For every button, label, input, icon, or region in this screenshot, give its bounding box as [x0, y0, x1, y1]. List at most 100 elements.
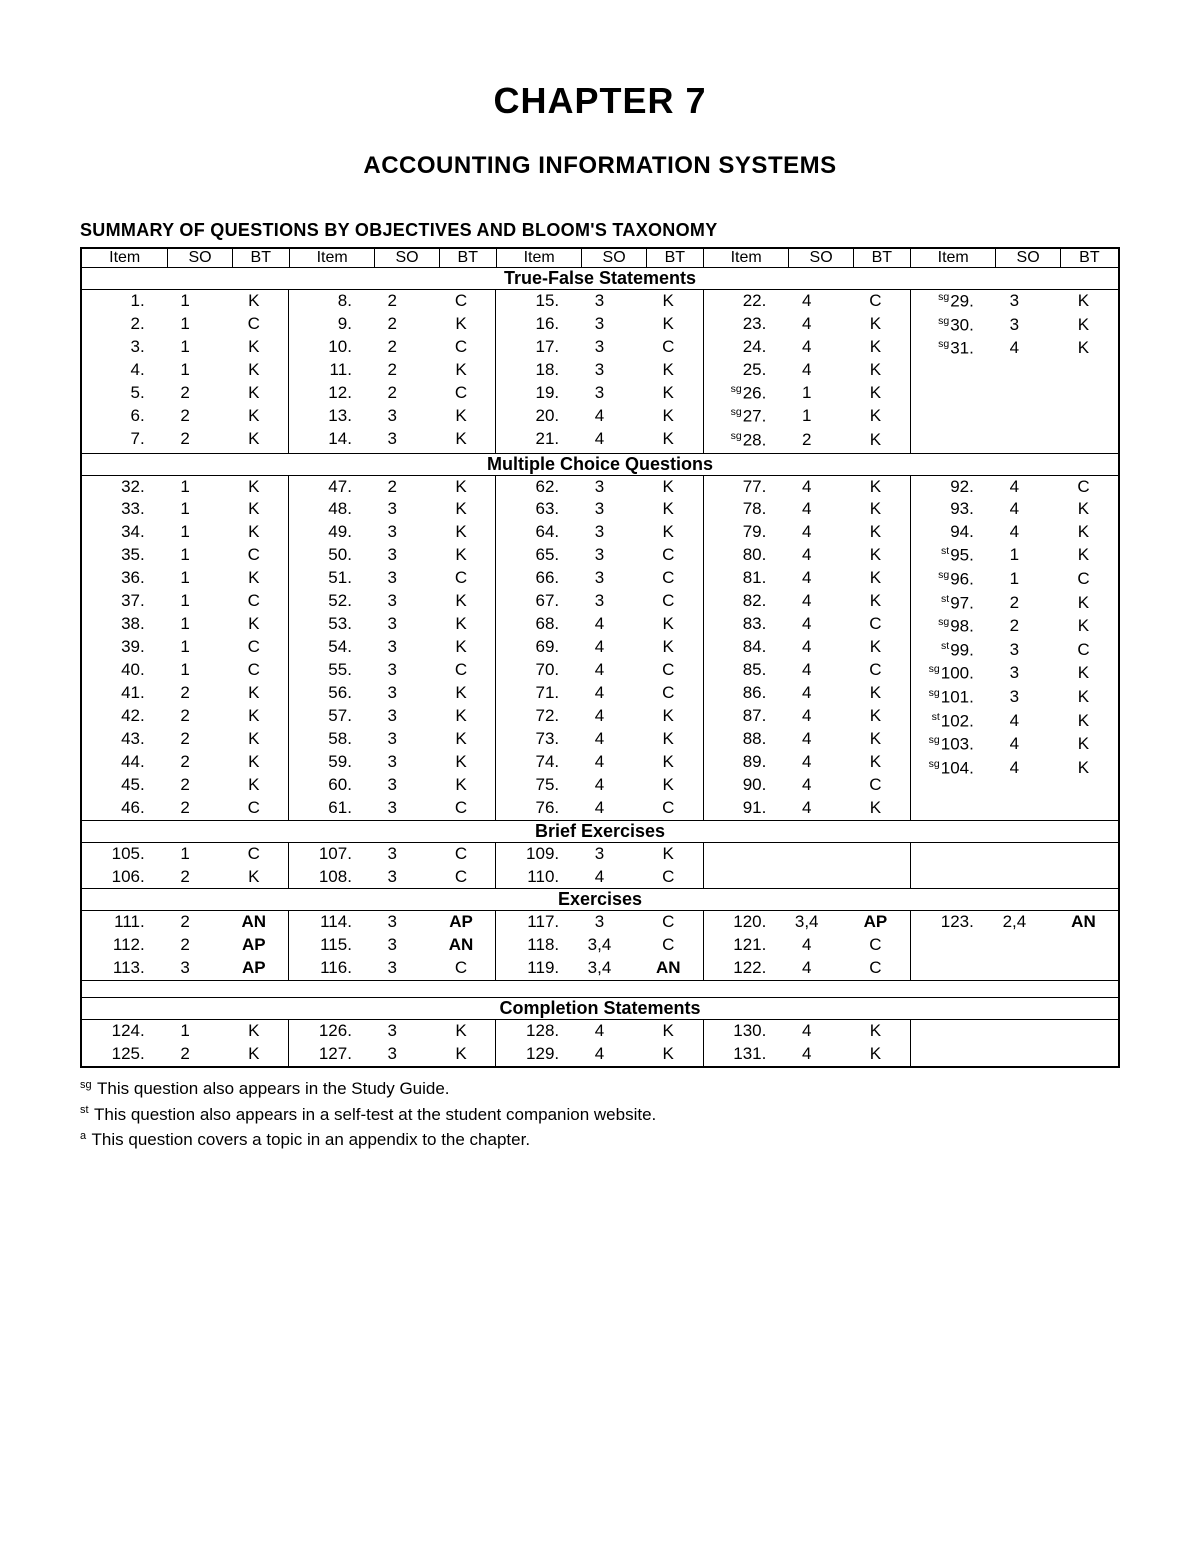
item-number: sg104.	[911, 757, 980, 781]
so-value: 1	[151, 659, 220, 682]
so-value: 3	[358, 521, 427, 544]
column-group: 123.2,4AN	[911, 911, 1118, 980]
so-value: 2	[358, 359, 427, 382]
bt-value: K	[841, 476, 910, 499]
bt-value: K	[427, 476, 496, 499]
bt-value: K	[841, 728, 910, 751]
so-value: 4	[772, 544, 841, 567]
so-value: 3	[358, 797, 427, 820]
item-number: 5.	[82, 382, 151, 405]
item-number: sg28.	[704, 429, 773, 453]
so-value: 3	[565, 359, 634, 382]
item-number: 114.	[289, 911, 358, 934]
bt-value: AN	[634, 957, 703, 980]
so-value: 4	[772, 313, 841, 336]
bt-value: AP	[841, 911, 910, 934]
item-number: 36.	[82, 567, 151, 590]
bt-value: K	[427, 521, 496, 544]
so-value: 4	[772, 728, 841, 751]
column-group: 111.2AN112.2AP113.3AP	[82, 911, 289, 980]
bt-value: K	[1049, 521, 1118, 544]
section-title: True-False Statements	[81, 268, 1119, 290]
so-value: 4	[565, 797, 634, 820]
bt-value: K	[219, 359, 288, 382]
so-value: 3,4	[772, 911, 841, 934]
so-value: 4	[772, 476, 841, 499]
so-value: 2	[358, 382, 427, 405]
chapter-title: CHAPTER 7	[80, 80, 1120, 122]
item-number: 126.	[289, 1020, 358, 1043]
item-number: 39.	[82, 636, 151, 659]
bt-value: C	[427, 336, 496, 359]
so-value: 2,4	[980, 911, 1049, 934]
bt-value: K	[427, 705, 496, 728]
item-number: 6.	[82, 405, 151, 428]
so-value: 3	[358, 957, 427, 980]
item-number: 69.	[496, 636, 565, 659]
item-number: 88.	[704, 728, 773, 751]
item-number: 18.	[496, 359, 565, 382]
column-header: SO	[996, 248, 1060, 268]
item-number: 1.	[82, 290, 151, 313]
column-header: SO	[168, 248, 232, 268]
so-value: 4	[772, 682, 841, 705]
so-value: 4	[772, 1020, 841, 1043]
so-value: 4	[772, 359, 841, 382]
bt-value: K	[1049, 337, 1118, 361]
column-group: 105.1C106.2K	[82, 843, 289, 889]
so-value: 4	[980, 710, 1049, 734]
item-number: 61.	[289, 797, 358, 820]
item-number: sg27.	[704, 405, 773, 429]
so-value: 2	[980, 615, 1049, 639]
bt-value: K	[427, 1043, 496, 1066]
so-value: 2	[151, 751, 220, 774]
so-value: 4	[565, 613, 634, 636]
item-number: 125.	[82, 1043, 151, 1066]
item-number: 9.	[289, 313, 358, 336]
bt-value: C	[427, 290, 496, 313]
so-value: 3	[358, 1043, 427, 1066]
so-value: 4	[772, 336, 841, 359]
bt-value: C	[634, 934, 703, 957]
section-data-row: 105.1C106.2K107.3C108.3C109.3K110.4C	[81, 842, 1119, 889]
item-number: 22.	[704, 290, 773, 313]
bt-value: K	[841, 544, 910, 567]
section-title-row: Completion Statements	[81, 998, 1119, 1020]
so-value: 1	[151, 498, 220, 521]
bt-value: C	[1049, 568, 1118, 592]
so-value: 4	[980, 337, 1049, 361]
item-number: 128.	[496, 1020, 565, 1043]
so-value: 3	[358, 843, 427, 866]
so-value: 3	[358, 866, 427, 889]
bt-value: K	[634, 476, 703, 499]
item-number: 124.	[82, 1020, 151, 1043]
item-number: 19.	[496, 382, 565, 405]
item-number: 113.	[82, 957, 151, 980]
so-value: 1	[151, 613, 220, 636]
bt-value: K	[841, 521, 910, 544]
column-group: 22.4C23.4K24.4K25.4Ksg26.1Ksg27.1Ksg28.2…	[704, 290, 911, 453]
footnote: a This question covers a topic in an app…	[80, 1127, 1120, 1153]
so-value: 3	[358, 544, 427, 567]
so-value: 2	[151, 705, 220, 728]
bt-value: C	[634, 567, 703, 590]
so-value: 2	[151, 911, 220, 934]
so-value: 3	[358, 774, 427, 797]
bt-value: K	[841, 636, 910, 659]
item-number: sg29.	[911, 290, 980, 314]
item-number: 67.	[496, 590, 565, 613]
bt-value: K	[841, 382, 910, 406]
so-value: 1	[151, 521, 220, 544]
so-value: 3	[358, 428, 427, 451]
so-value: 2	[358, 290, 427, 313]
bt-value: K	[219, 476, 288, 499]
bt-value: K	[219, 1043, 288, 1066]
bt-value: C	[634, 544, 703, 567]
section-title-row: True-False Statements	[81, 268, 1119, 290]
bt-value: K	[841, 1043, 910, 1066]
item-number: 116.	[289, 957, 358, 980]
so-value: 1	[980, 544, 1049, 568]
item-number: 14.	[289, 428, 358, 451]
bt-value: K	[634, 290, 703, 313]
table-title: SUMMARY OF QUESTIONS BY OBJECTIVES AND B…	[80, 220, 1120, 241]
